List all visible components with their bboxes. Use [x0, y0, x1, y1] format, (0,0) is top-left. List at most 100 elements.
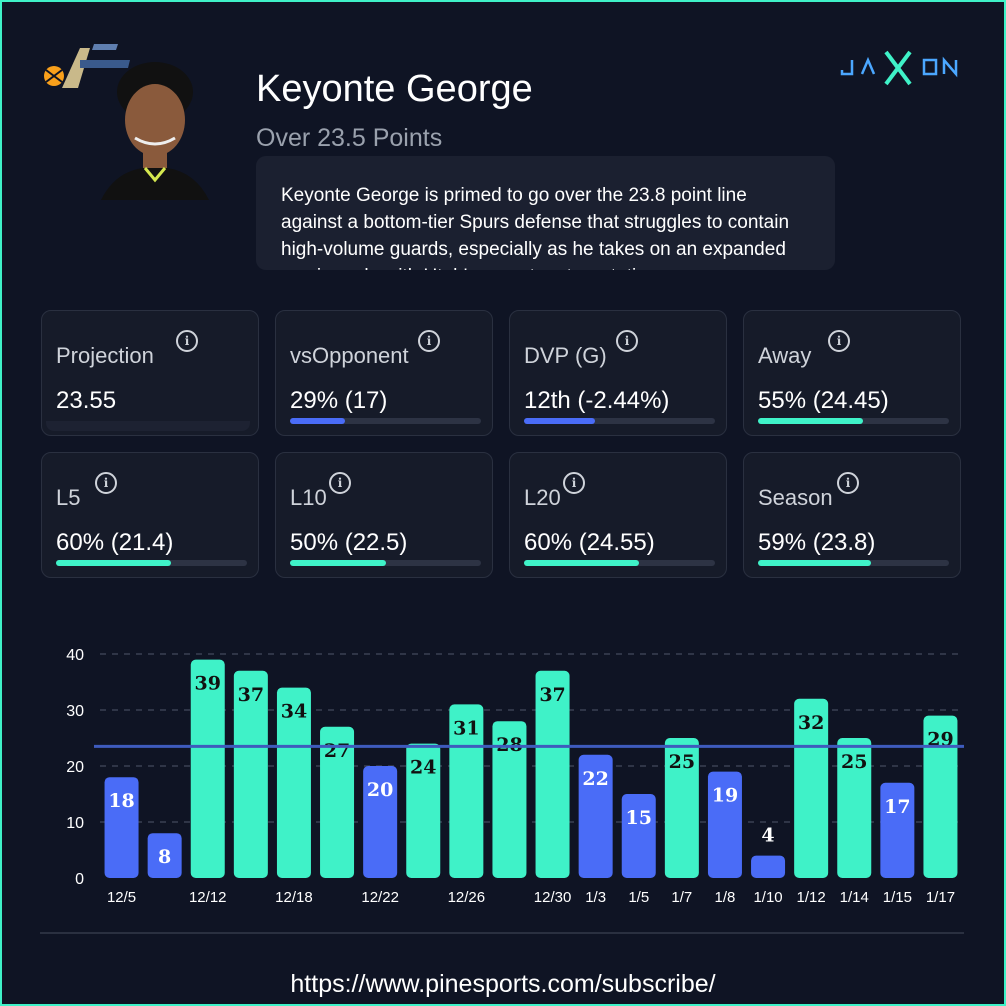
bar-18: [837, 738, 872, 878]
points-chart: 0 10 20 30 40 18 12/5 8 39 12/12 37 34 12/18 27 20 12/2…: [40, 630, 970, 920]
stat-card-season: Season i 59% (23.8): [743, 452, 961, 578]
stat-label: vsOpponent: [290, 343, 409, 368]
progress-track: [56, 560, 247, 566]
x-tick-label: 1/17: [926, 889, 955, 906]
bar-6: [320, 726, 355, 878]
bar-2: [147, 833, 182, 878]
bar-value-label: 19: [712, 785, 738, 807]
bar-15: [707, 771, 742, 878]
stat-value: 23.55: [56, 387, 117, 414]
info-icon[interactable]: i: [418, 330, 440, 352]
stat-value: 55% (24.45): [758, 387, 889, 414]
bar-value-label: 34: [281, 701, 307, 723]
info-icon[interactable]: i: [329, 472, 351, 494]
x-tick-label: 12/22: [361, 889, 399, 906]
stat-card-vsopponent: vsOpponent i 29% (17): [275, 310, 493, 436]
stat-label: Away: [758, 343, 812, 368]
x-tick-label: 1/8: [715, 889, 736, 906]
bar-10: [492, 721, 527, 878]
info-icon[interactable]: i: [616, 330, 638, 352]
progress-fill: [524, 418, 595, 424]
bar-value-label: 25: [841, 751, 867, 773]
stat-value: 59% (23.8): [758, 529, 876, 556]
progress-fill: [290, 418, 346, 424]
bar-11: [535, 670, 570, 878]
y-tick-label: 30: [66, 703, 84, 720]
x-tick-label: 1/14: [840, 889, 869, 906]
x-tick-label: 12/26: [448, 889, 486, 906]
bar-5: [276, 687, 311, 878]
bar-value-label: 20: [367, 779, 393, 801]
footer-divider: [40, 932, 964, 934]
prop-line: Over 23.5 Points: [256, 124, 443, 152]
stat-card-l5: L5 i 60% (21.4): [41, 452, 259, 578]
progress-track: [758, 560, 949, 566]
bar-value-label: 27: [324, 740, 350, 762]
stat-label: DVP (G): [524, 343, 607, 368]
bar-19: [880, 782, 915, 878]
stat-card-projection: Projection i 23.55: [41, 310, 259, 436]
bar-value-label: 25: [669, 751, 695, 773]
stat-card-away: Away i 55% (24.45): [743, 310, 961, 436]
info-icon[interactable]: i: [837, 472, 859, 494]
x-tick-label: 1/12: [797, 889, 826, 906]
stat-card-l10: L10 i 50% (22.5): [275, 452, 493, 578]
stat-value: 29% (17): [290, 387, 388, 414]
x-tick-label: 1/5: [628, 889, 649, 906]
stat-label: Projection: [56, 343, 154, 368]
stat-label: L5: [56, 485, 81, 510]
progress-fill: [758, 418, 864, 424]
bar-13: [621, 794, 656, 878]
stat-value: 60% (21.4): [56, 529, 174, 556]
analysis-panel[interactable]: Keyonte George is primed to go over the …: [256, 156, 835, 270]
bar-12: [578, 754, 613, 878]
y-tick-label: 40: [66, 647, 84, 664]
bar-value-label: 37: [539, 684, 565, 706]
stat-card-dvp-g: DVP (G) i 12th (-2.44%): [509, 310, 727, 436]
bar-1: [104, 777, 139, 878]
bar-3: [190, 659, 225, 878]
stat-label: Season: [758, 485, 833, 510]
x-tick-label: 1/15: [883, 889, 912, 906]
bar-17: [794, 698, 829, 878]
progress-track: [524, 418, 715, 424]
x-tick-label: 12/18: [275, 889, 313, 906]
bar-4: [233, 670, 268, 878]
bar-8: [406, 743, 441, 878]
stat-value: 60% (24.55): [524, 529, 655, 556]
info-icon[interactable]: i: [828, 330, 850, 352]
stat-card-l20: L20 i 60% (24.55): [509, 452, 727, 578]
info-icon[interactable]: i: [176, 330, 198, 352]
y-tick-label: 20: [66, 759, 84, 776]
bar-7: [363, 766, 398, 878]
progress-fill: [56, 560, 171, 566]
bar-value-label: 18: [108, 790, 134, 812]
bar-value-label: 24: [410, 757, 436, 779]
bar-value-label: 4: [761, 825, 774, 847]
x-tick-label: 12/30: [534, 889, 572, 906]
x-tick-label: 1/7: [671, 889, 692, 906]
y-tick-label: 10: [66, 815, 84, 832]
x-tick-label: 1/3: [585, 889, 606, 906]
bar-value-label: 17: [884, 796, 910, 818]
bar-20: [923, 715, 958, 878]
x-tick-label: 12/12: [189, 889, 227, 906]
subscribe-link[interactable]: https://www.pinesports.com/subscribe/: [290, 970, 716, 998]
y-tick-label: 0: [75, 871, 84, 888]
bar-value-label: 31: [453, 717, 479, 739]
info-icon[interactable]: i: [563, 472, 585, 494]
jazz-team-logo-icon: [40, 40, 130, 100]
progress-track: [524, 560, 715, 566]
progress-fill: [290, 560, 386, 566]
bar-value-label: 22: [582, 768, 608, 790]
player-name: Keyonte George: [256, 68, 533, 110]
stat-label: L20: [524, 485, 561, 510]
bar-value-label: 32: [798, 712, 824, 734]
x-tick-label: 12/5: [107, 889, 136, 906]
progress-fill: [758, 560, 871, 566]
progress-fill: [524, 560, 639, 566]
info-icon[interactable]: i: [95, 472, 117, 494]
bar-value-label: 15: [626, 807, 652, 829]
bar-16: [751, 855, 786, 878]
